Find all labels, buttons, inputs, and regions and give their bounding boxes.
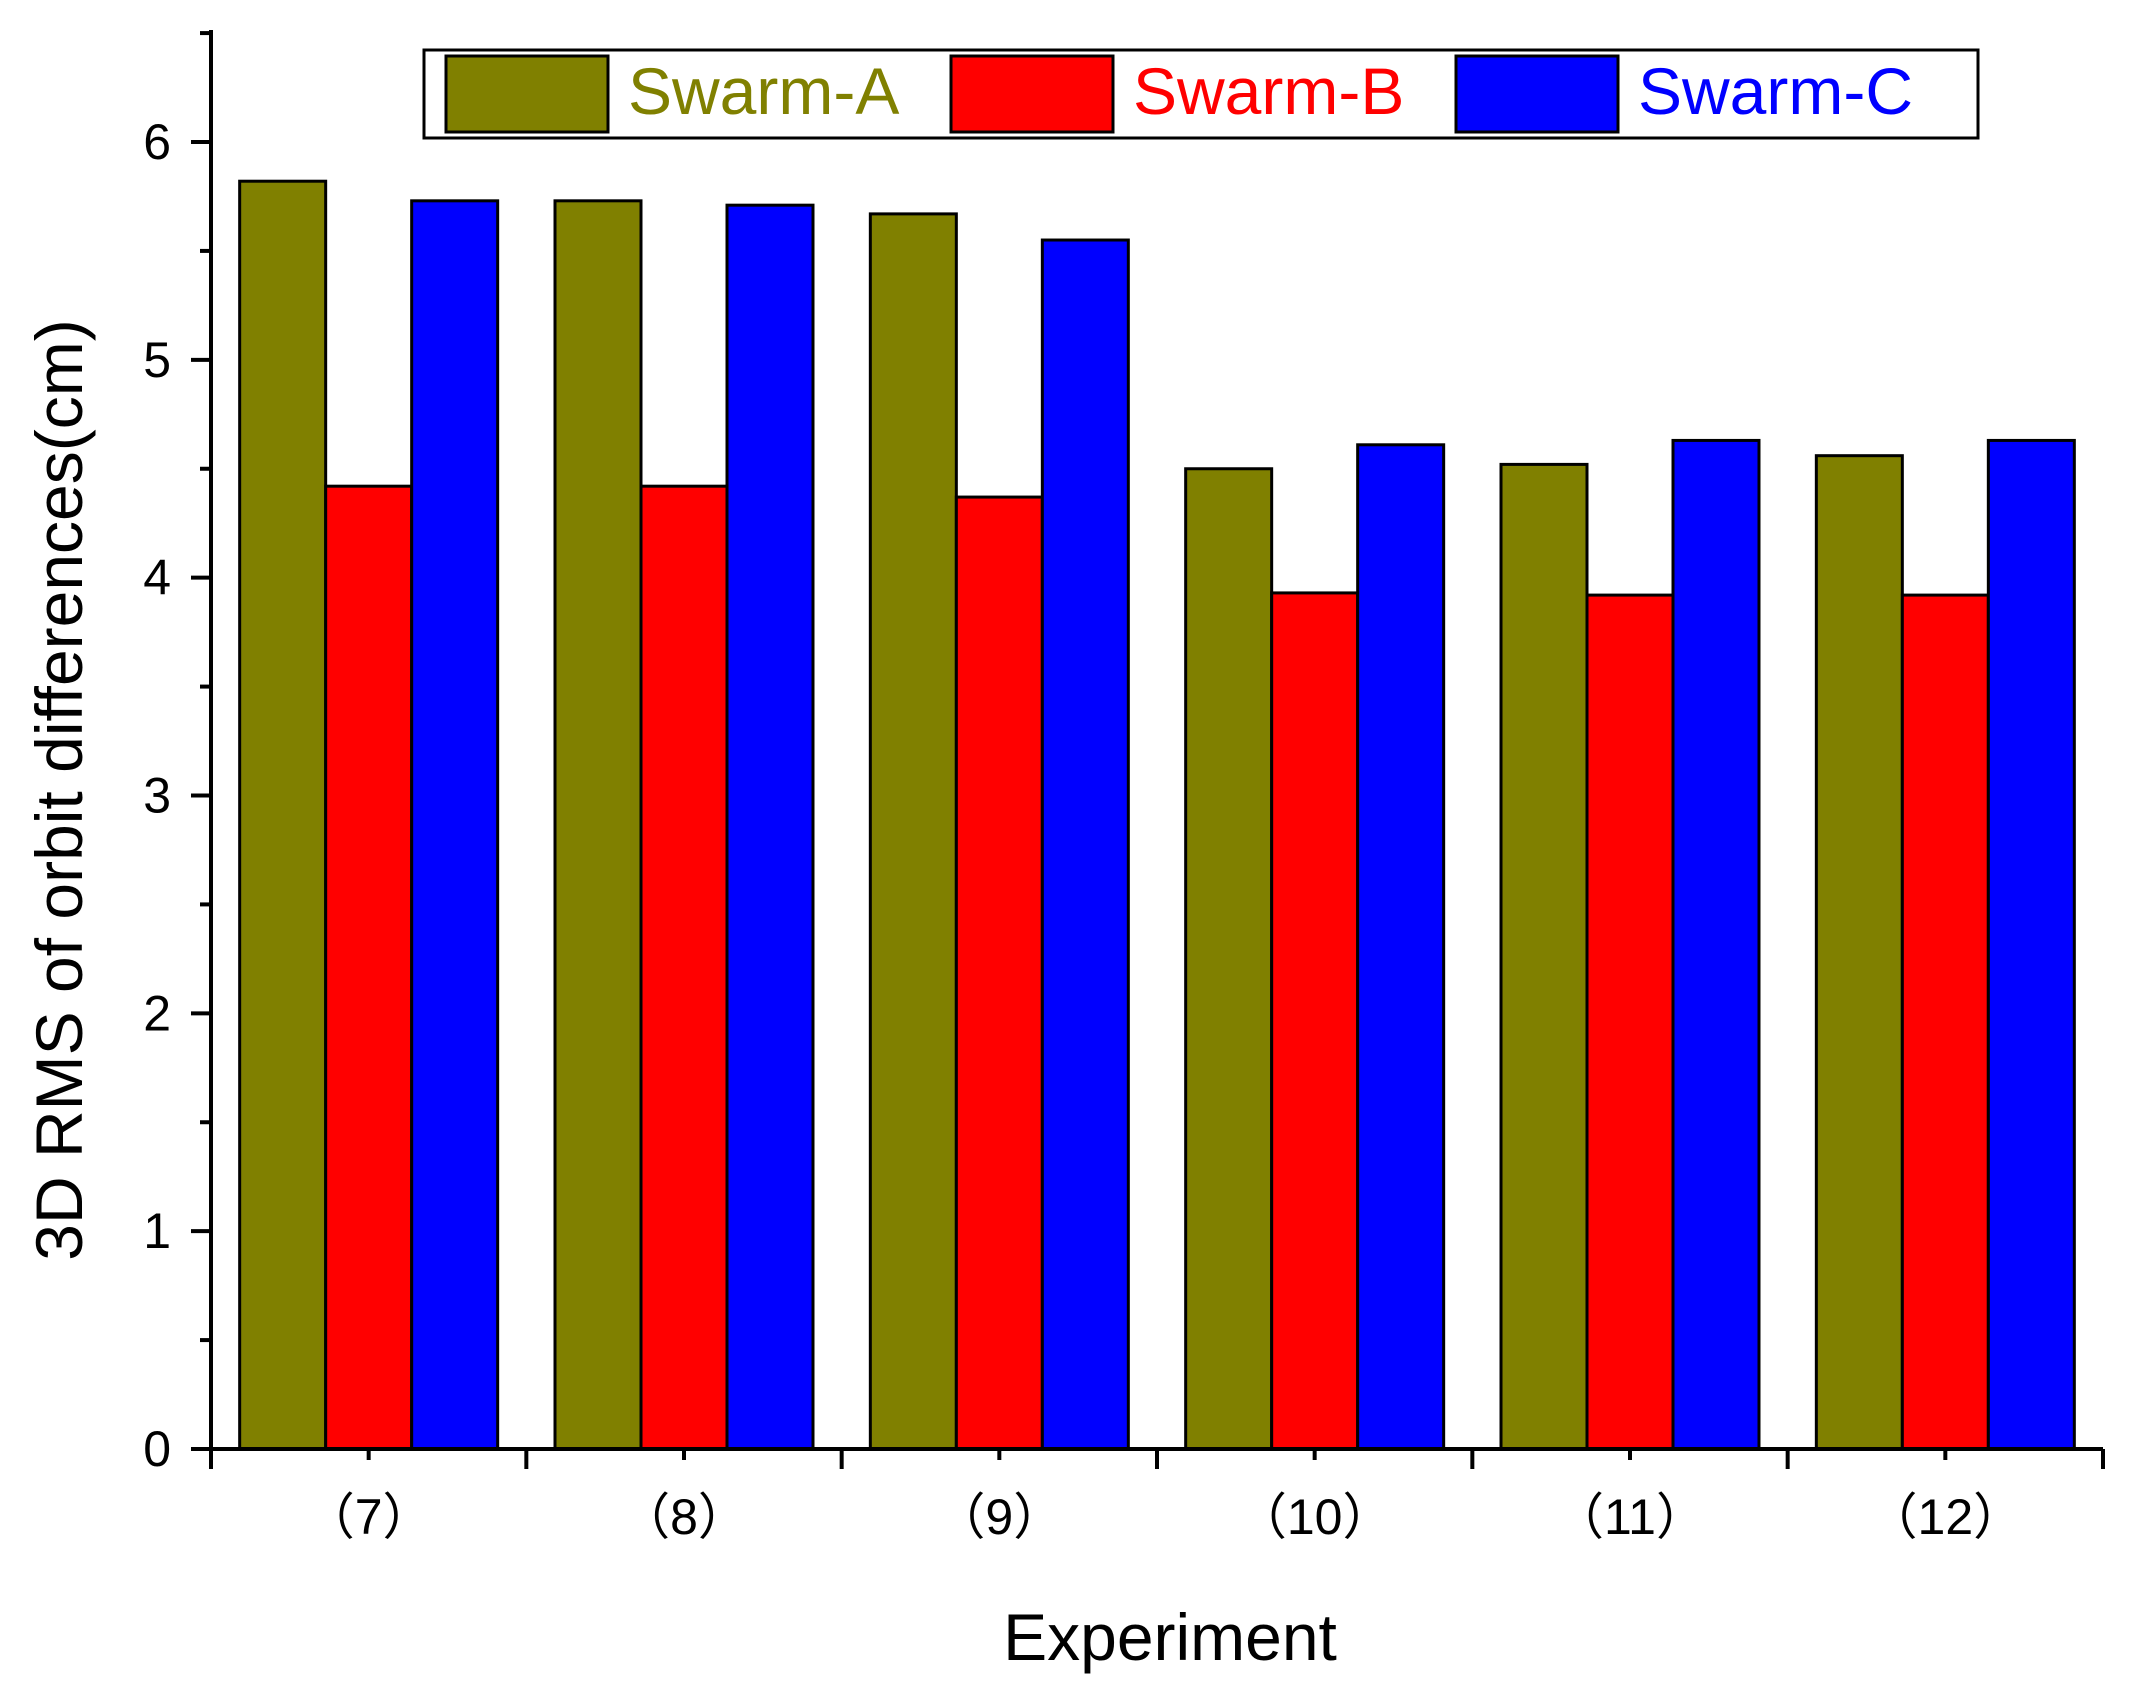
y-tick-label: 0	[143, 1421, 171, 1477]
bar-swarm-c-6	[1986, 438, 2076, 1451]
bar-swarm-b-3	[954, 495, 1044, 1451]
x-axis-label: Experiment	[1003, 1600, 1337, 1674]
x-tick-label: （12）	[1868, 1489, 2024, 1545]
legend-swatch-swarm-a	[444, 54, 610, 134]
bar-swarm-a-4	[1184, 467, 1274, 1451]
bar-swarm-a-5	[1499, 462, 1589, 1451]
x-tick-label: （10）	[1237, 1489, 1393, 1545]
bar-swarm-a-2	[553, 199, 643, 1451]
bars-layer	[238, 179, 2076, 1451]
bar-swarm-b-6	[1900, 593, 1990, 1451]
bar-swarm-c-1	[410, 199, 500, 1451]
legend-label-swarm-b: Swarm-B	[1133, 54, 1404, 128]
legend-swatch-swarm-c	[1454, 54, 1620, 134]
y-tick-label: 4	[143, 550, 171, 606]
x-tick-label: （9）	[935, 1489, 1063, 1545]
bar-swarm-b-4	[1270, 591, 1360, 1451]
bar-swarm-c-4	[1356, 443, 1446, 1451]
bar-swarm-a-1	[238, 179, 328, 1451]
legend-box	[422, 48, 1980, 140]
x-tick-label: （8）	[620, 1489, 748, 1545]
bar-swarm-b-2	[639, 484, 729, 1451]
y-axis-label: 3D RMS of orbit differences(cm)	[22, 319, 96, 1260]
y-tick-label: 6	[143, 114, 171, 170]
bar-swarm-b-1	[324, 484, 414, 1451]
y-tick-label: 3	[143, 768, 171, 824]
bar-swarm-c-2	[725, 203, 815, 1451]
bar-swarm-a-3	[868, 212, 958, 1451]
bar-swarm-a-6	[1814, 454, 1904, 1451]
y-tick-label: 2	[143, 985, 171, 1041]
legend-swatch-swarm-b	[949, 54, 1115, 134]
legend: Swarm-A Swarm-B Swarm-C	[422, 48, 1980, 140]
axes-layer: 0 1 2 3 4 5 6 （7） （8） （9） （10） （11） （12）	[143, 30, 2105, 1545]
bar-swarm-c-3	[1040, 238, 1130, 1451]
x-tick-label: （11）	[1554, 1489, 1706, 1545]
legend-label-swarm-a: Swarm-A	[628, 54, 899, 128]
legend-label-swarm-c: Swarm-C	[1638, 54, 1913, 128]
bar-swarm-c-5	[1671, 438, 1761, 1451]
x-tick-label: （7）	[305, 1489, 433, 1545]
bar-swarm-b-5	[1585, 593, 1675, 1451]
y-tick-label: 5	[143, 332, 171, 388]
y-tick-label: 1	[143, 1203, 171, 1259]
